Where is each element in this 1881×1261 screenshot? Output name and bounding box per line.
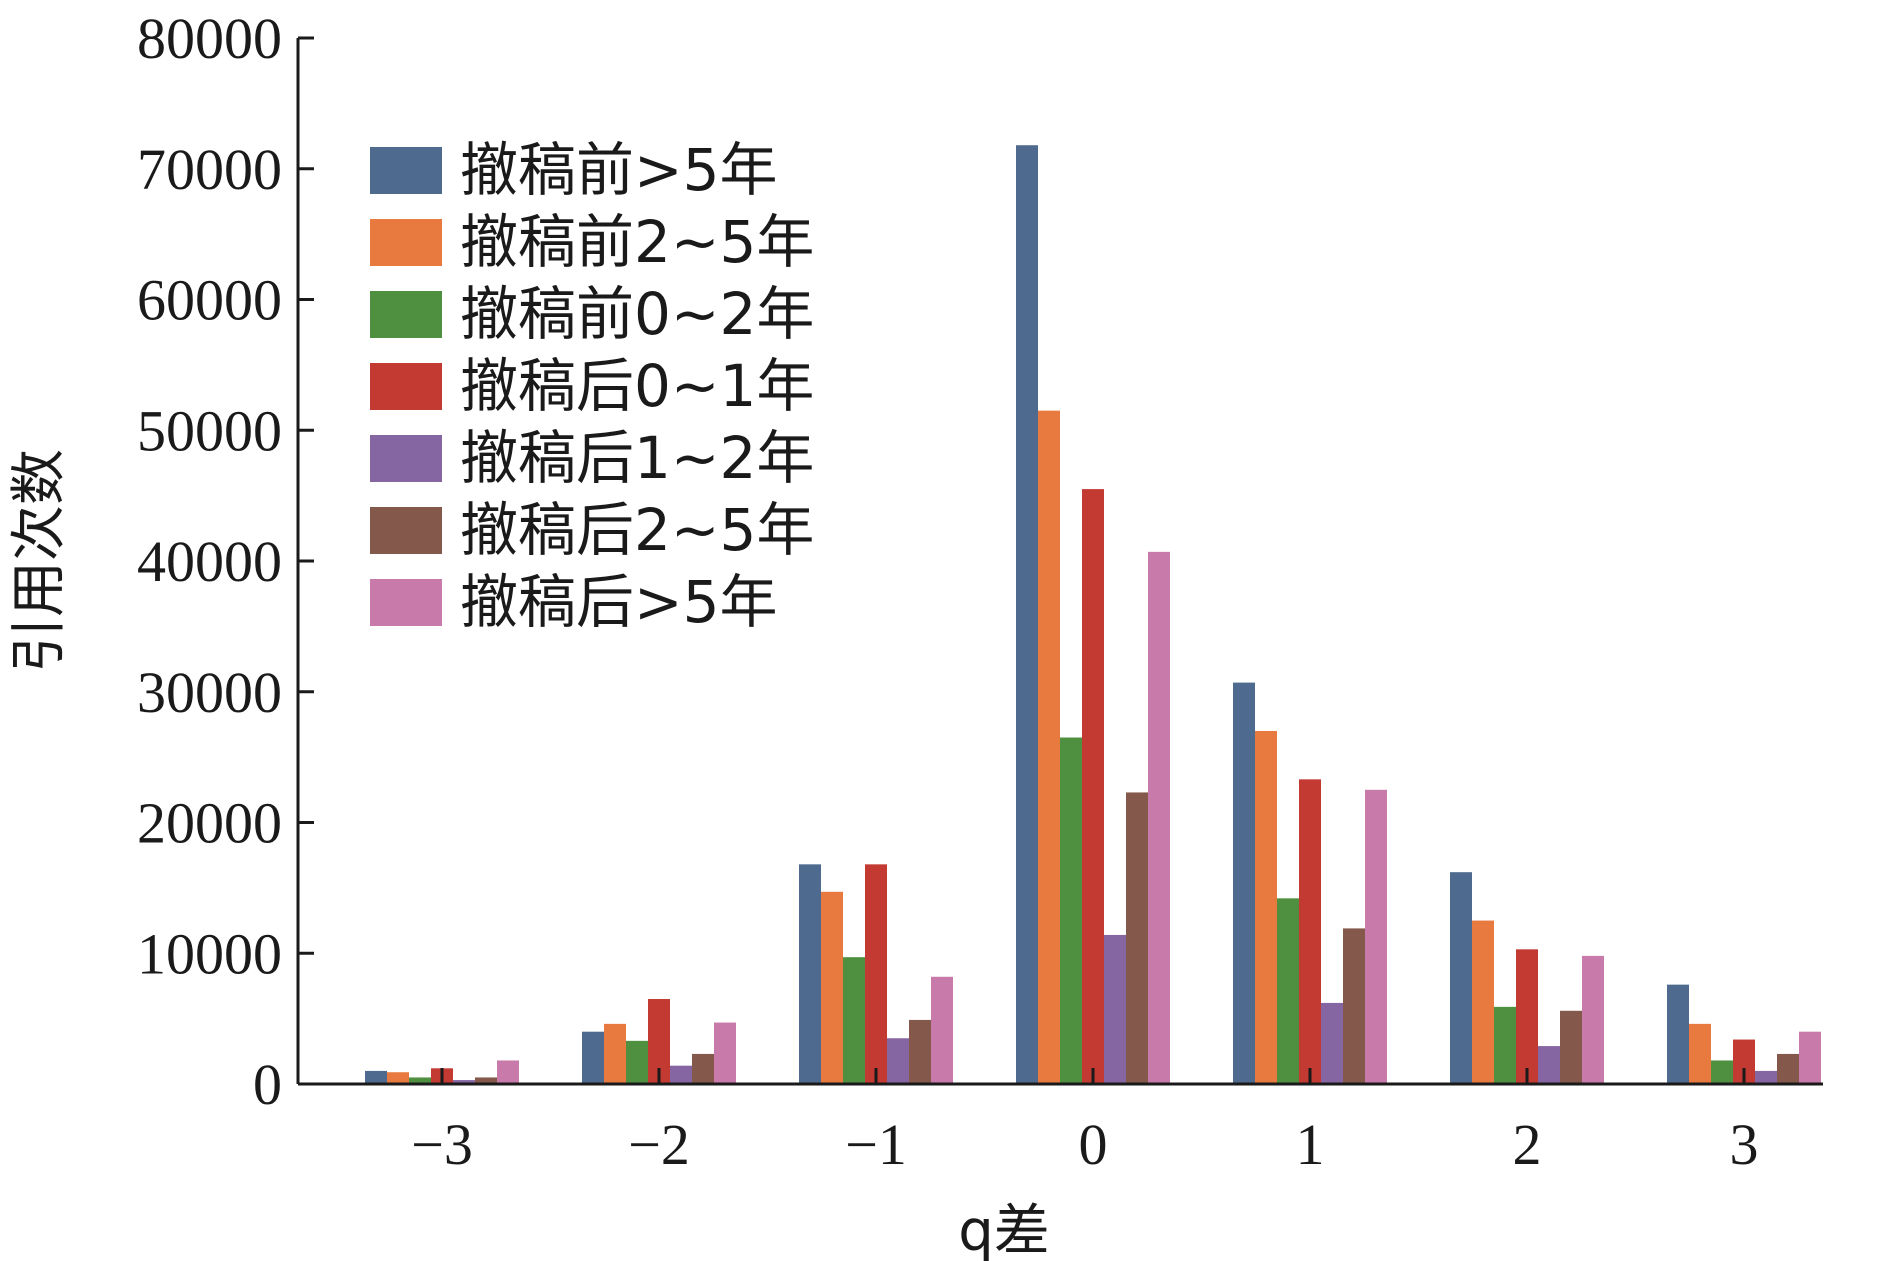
x-tick-label: −3: [411, 1112, 473, 1177]
bar: [821, 891, 843, 1084]
x-tick-label: 2: [1513, 1112, 1542, 1177]
bar: [1365, 789, 1387, 1084]
bar: [1799, 1031, 1821, 1084]
bar: [1148, 551, 1170, 1084]
bar: [1082, 489, 1104, 1085]
bar: [931, 976, 953, 1084]
legend-label: 撤稿前0~2年: [460, 280, 814, 348]
bar: [387, 1072, 409, 1084]
x-tick-label: 0: [1079, 1112, 1108, 1177]
y-axis-title: 引用次数: [7, 449, 72, 673]
x-tick-label: −2: [628, 1112, 690, 1177]
legend: 撤稿前>5年撤稿前2~5年撤稿前0~2年撤稿后0~1年撤稿后1~2年撤稿后2~5…: [370, 136, 814, 636]
y-tick-label: 20000: [137, 791, 282, 856]
bar: [799, 864, 821, 1084]
bar: [1538, 1046, 1560, 1084]
bar: [648, 999, 670, 1084]
bar: [670, 1065, 692, 1084]
bar: [1060, 737, 1082, 1084]
bar: [409, 1077, 431, 1084]
bar: [1450, 872, 1472, 1084]
bar: [1733, 1039, 1755, 1084]
legend-label: 撤稿后1~2年: [460, 424, 814, 492]
legend-swatch: [370, 435, 442, 482]
bar: [475, 1077, 497, 1084]
y-tick-label: 70000: [137, 137, 282, 202]
bar: [1104, 934, 1126, 1084]
legend-swatch: [370, 579, 442, 626]
legend-swatch: [370, 291, 442, 338]
bars-layer: [365, 145, 1821, 1085]
bar: [497, 1060, 519, 1084]
bar: [453, 1080, 475, 1084]
legend-label: 撤稿前2~5年: [460, 208, 814, 276]
bar: [1343, 928, 1365, 1084]
bar: [1516, 949, 1538, 1084]
legend-swatch: [370, 219, 442, 266]
bar: [1233, 682, 1255, 1084]
bar: [1689, 1023, 1711, 1084]
bar: [887, 1038, 909, 1084]
bar: [909, 1019, 931, 1084]
bar: [1777, 1053, 1799, 1084]
bar: [604, 1023, 626, 1084]
bar: [1277, 898, 1299, 1084]
bar: [1711, 1060, 1733, 1084]
bar: [626, 1040, 648, 1084]
y-tick-label: 10000: [137, 921, 282, 986]
bar: [1126, 792, 1148, 1084]
x-axis-title: q差: [958, 1199, 1050, 1261]
y-ticks: 0 10000 20000 30000 40000 50000 60000 70000 8000…: [137, 6, 314, 1117]
bar: [1016, 145, 1038, 1085]
bar: [1038, 410, 1060, 1084]
y-tick-label: 80000: [137, 6, 282, 71]
legend-label: 撤稿后>5年: [460, 568, 778, 636]
x-tick-label: −1: [845, 1112, 907, 1177]
x-tick-label: 1: [1296, 1112, 1325, 1177]
bar: [1472, 920, 1494, 1084]
legend-swatch: [370, 507, 442, 554]
legend-label: 撤稿后2~5年: [460, 496, 814, 564]
x-ticks: −3 −2 −1 0 1 2 3: [411, 1068, 1759, 1177]
y-tick-label: 50000: [137, 398, 282, 463]
y-tick-label: 60000: [137, 268, 282, 333]
legend-swatch: [370, 363, 442, 410]
bar: [1560, 1010, 1582, 1084]
bar: [1299, 779, 1321, 1084]
bar: [1667, 984, 1689, 1084]
bar: [1255, 730, 1277, 1084]
legend-label: 撤稿前>5年: [460, 136, 778, 204]
bar: [1494, 1006, 1516, 1084]
bar: [365, 1070, 387, 1084]
x-tick-label: 3: [1730, 1112, 1759, 1177]
bar: [843, 957, 865, 1084]
bar: [1755, 1070, 1777, 1084]
y-tick-label: 40000: [137, 529, 282, 594]
bar: [582, 1031, 604, 1084]
y-tick-label: 30000: [137, 660, 282, 725]
bar: [692, 1053, 714, 1084]
bar: [1321, 1002, 1343, 1084]
bar: [714, 1022, 736, 1084]
bar: [1582, 955, 1604, 1084]
y-tick-label: 0: [253, 1052, 282, 1117]
legend-label: 撤稿后0~1年: [460, 352, 814, 420]
legend-swatch: [370, 147, 442, 194]
bar: [865, 864, 887, 1084]
